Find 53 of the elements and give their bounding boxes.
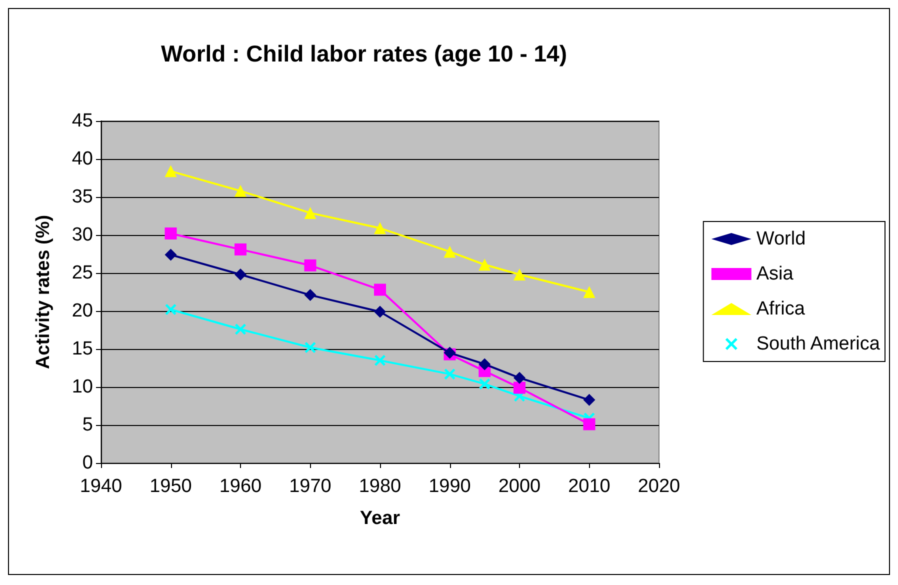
point	[583, 418, 596, 430]
point	[514, 382, 526, 394]
y-tick-label: 5	[82, 414, 93, 436]
x-tick-label: 2020	[638, 476, 680, 497]
point	[234, 243, 246, 256]
x-tick-label: 1980	[358, 476, 402, 497]
point	[374, 284, 386, 296]
y-tick-label: 35	[72, 186, 93, 208]
y-tick-label: 30	[72, 224, 93, 246]
point	[304, 206, 316, 219]
point	[164, 227, 177, 240]
x-tick-label: 2010	[568, 476, 610, 497]
y-tick-label: 45	[72, 110, 93, 132]
point	[164, 248, 177, 261]
point	[234, 184, 246, 197]
point	[304, 259, 316, 272]
point	[478, 258, 491, 271]
x-tick-label: 1990	[428, 476, 471, 497]
point	[444, 246, 456, 258]
point	[234, 268, 246, 281]
point	[304, 289, 316, 302]
y-tick-label: 25	[72, 262, 93, 284]
point	[165, 304, 176, 315]
y-tick-label: 0	[82, 452, 93, 474]
point	[164, 165, 177, 178]
legend-label: World	[756, 228, 806, 250]
legend-label: Africa	[756, 298, 806, 320]
point	[583, 394, 596, 406]
y-tick-label: 20	[72, 300, 93, 322]
x-tick-label: 1940	[80, 476, 122, 497]
y-tick-label: 10	[72, 376, 93, 398]
point	[583, 286, 596, 298]
point	[235, 324, 246, 335]
point	[514, 372, 526, 384]
point	[444, 368, 456, 380]
chart-title: World : Child labor rates (age 10 - 14)	[161, 40, 567, 66]
point	[374, 354, 386, 366]
x-axis-title: Year	[360, 508, 401, 529]
point	[304, 342, 316, 353]
point	[374, 222, 386, 234]
y-tick-label: 40	[72, 148, 93, 170]
point	[374, 306, 386, 318]
point	[478, 358, 491, 370]
legend-label: South America	[756, 334, 880, 354]
x-tick-label: 1960	[219, 476, 262, 497]
y-axis-title: Activity rates (%)	[33, 214, 54, 370]
x-tick-label: 1970	[289, 476, 332, 497]
point	[479, 378, 490, 390]
legend-label: Asia	[756, 264, 794, 284]
point	[514, 268, 526, 281]
y-tick-label: 15	[72, 338, 93, 360]
x-tick-label: 2000	[498, 476, 541, 497]
x-tick-label: 1950	[150, 476, 192, 497]
